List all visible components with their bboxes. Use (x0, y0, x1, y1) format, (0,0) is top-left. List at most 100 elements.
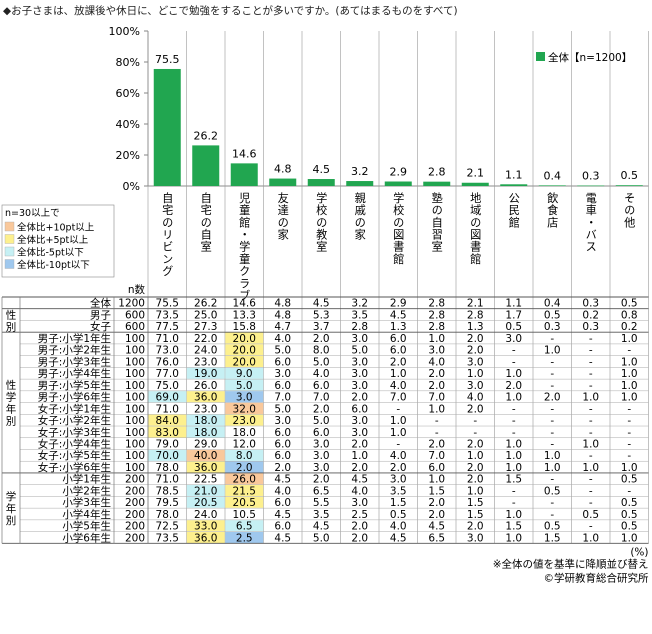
table-cell: 20.0 (233, 333, 256, 345)
table-cell: 6.0 (274, 380, 291, 392)
table-cell: 29.0 (194, 438, 217, 450)
table-cell: - (435, 427, 439, 439)
table-cell: - (550, 438, 554, 450)
table-cell: 3.0 (428, 345, 445, 357)
table-cell: 2.0 (313, 474, 330, 486)
table-cell: 1.0 (467, 485, 484, 497)
highlight-cell (186, 461, 225, 473)
table-cell: 20.5 (233, 497, 256, 509)
table-cell: 2.0 (390, 356, 407, 368)
table-cell: 3.0 (351, 333, 368, 345)
highlight-cell (186, 484, 225, 497)
table-cell: 1.0 (428, 403, 445, 415)
row-label: 小学5年生 (62, 520, 111, 533)
y-tick-label: 0% (123, 180, 140, 193)
category-label: 公民館 (507, 192, 520, 229)
table-cell: 77.0 (156, 368, 179, 380)
group-label: 別 (6, 515, 17, 527)
table-cell: - (550, 380, 554, 392)
table-cell: 13.3 (233, 309, 256, 321)
table-cell: 1.0 (505, 438, 522, 450)
table-cell: 0.5 (390, 509, 407, 521)
table-cell: 0.5 (582, 509, 599, 521)
table-cell: - (627, 427, 631, 439)
table-cell: 5.0 (274, 345, 291, 357)
table-cell: 2.5 (236, 532, 253, 544)
table-cell: 78.0 (156, 462, 179, 474)
bar (269, 178, 297, 186)
row-label: 男子:小学1年生 (38, 332, 111, 345)
table-cell: 1.5 (467, 509, 484, 521)
color-legend-box (1, 204, 115, 278)
y-tick-label: 100% (109, 25, 140, 38)
table-cell: 2.0 (236, 462, 253, 474)
table-cell: 2.0 (467, 403, 484, 415)
table-cell: - (589, 497, 593, 509)
table-cell: 0.5 (621, 298, 638, 310)
row-label: 女子:小学5年生 (38, 449, 111, 462)
row-label: 小学4年生 (62, 508, 111, 521)
table-cell: 1.5 (544, 532, 561, 544)
table-cell: 2.0 (313, 333, 330, 345)
table-cell: 1.0 (621, 333, 638, 345)
table-cell: 1.0 (582, 438, 599, 450)
row-label: 全体 (90, 297, 111, 310)
table-cell: 1.0 (390, 368, 407, 380)
table-cell: 76.0 (156, 356, 179, 368)
highlight-cell (148, 414, 187, 426)
row-n: 100 (125, 345, 145, 357)
table-cell: 2.0 (467, 521, 484, 533)
table-cell: 2.0 (351, 521, 368, 533)
table-cell: 4.8 (274, 309, 291, 321)
table-cell: 4.0 (390, 380, 407, 392)
table-cell: 1.5 (505, 521, 522, 533)
table-cell: 4.5 (351, 474, 368, 486)
table-cell: 2.0 (351, 532, 368, 544)
bar (192, 145, 220, 186)
color-legend-label: 全体比+5pt以上 (17, 234, 89, 246)
table-cell: - (589, 485, 593, 497)
table-cell: 2.8 (428, 298, 445, 310)
table-cell: 4.8 (274, 298, 291, 310)
highlight-cell (225, 402, 264, 414)
table-cell: 3.0 (351, 380, 368, 392)
group-label: 性 (6, 308, 17, 321)
table-cell: 6.0 (274, 497, 291, 509)
table-cell: 75.0 (156, 380, 179, 392)
table-cell: 6.0 (390, 333, 407, 345)
table-cell: - (589, 474, 593, 486)
table-cell: 0.8 (621, 309, 638, 321)
table-cell: 1.5 (467, 497, 484, 509)
bar-value-label: 4.5 (313, 163, 331, 176)
row-n: 200 (125, 474, 145, 486)
table-cell: 78.5 (156, 485, 179, 497)
color-legend-swatch (4, 221, 15, 232)
row-label: 男子:小学2年生 (38, 344, 111, 357)
table-cell: 1.0 (505, 462, 522, 474)
table-cell: 26.0 (194, 380, 217, 392)
table-cell: 1.7 (505, 309, 522, 321)
table-cell: 4.7 (274, 321, 291, 333)
table-cell: 4.5 (274, 474, 291, 486)
table-cell: 5.0 (313, 532, 330, 544)
table-cell: 0.2 (621, 321, 638, 333)
table-cell: 0.2 (582, 309, 599, 321)
legend-swatch (536, 52, 545, 61)
table-cell: 3.0 (390, 474, 407, 486)
highlight-cell (225, 379, 264, 391)
table-cell: - (512, 427, 516, 439)
row-n: 100 (125, 356, 145, 368)
highlight-cell (225, 332, 264, 344)
table-cell: 79.0 (156, 438, 179, 450)
table-cell: 72.5 (156, 521, 179, 533)
color-legend-label: 全体比+10pt以上 (17, 222, 95, 234)
row-n: 100 (125, 427, 145, 439)
table-cell: 3.0 (274, 368, 291, 380)
highlight-cell (186, 426, 225, 438)
bar-value-label: 75.5 (155, 53, 180, 66)
row-n: 200 (125, 521, 145, 533)
row-n: 200 (125, 509, 145, 521)
bar (538, 185, 566, 186)
table-cell: 2.8 (428, 309, 445, 321)
table-cell: 2.0 (428, 438, 445, 450)
